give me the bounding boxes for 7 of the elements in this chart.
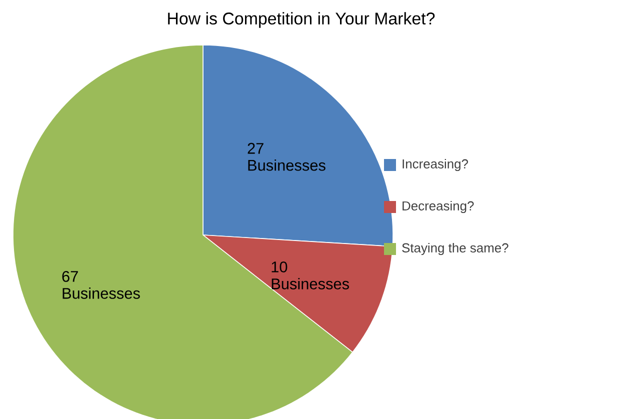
data-label: 27 Businesses — [248, 142, 326, 171]
legend-label: Staying the same? — [402, 242, 508, 256]
data-label: 10 Businesses — [272, 261, 349, 290]
chart-title: How is Competition in Your Market? — [168, 12, 435, 28]
legend-label: Increasing? — [402, 158, 468, 172]
legend-label: Decreasing? — [402, 200, 474, 214]
data-label: 67 Businesses — [62, 270, 140, 299]
